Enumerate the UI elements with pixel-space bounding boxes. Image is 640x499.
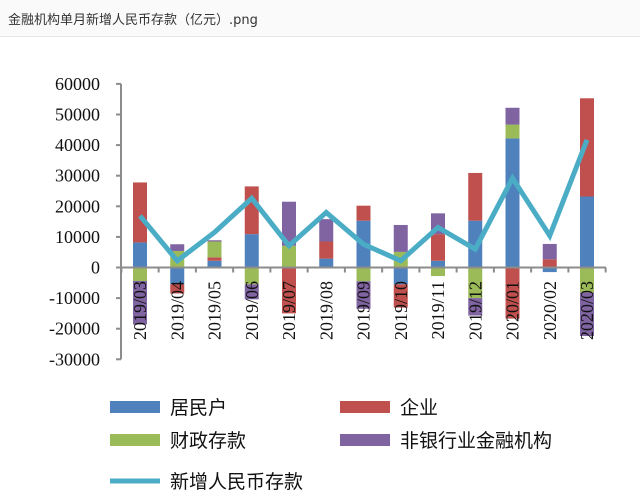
x-tick-label: 2019/12 bbox=[465, 281, 485, 340]
y-tick-label: 60000 bbox=[55, 74, 100, 94]
y-tick-label: 50000 bbox=[55, 105, 100, 125]
bar-segment bbox=[319, 241, 334, 259]
bar-segment bbox=[319, 258, 334, 268]
x-tick-label: 2019/04 bbox=[167, 281, 187, 340]
bar-segment bbox=[170, 284, 185, 294]
bar-segment bbox=[319, 219, 334, 242]
legend-swatch bbox=[340, 401, 390, 413]
bar-segment bbox=[393, 267, 408, 285]
bar-segment bbox=[431, 260, 445, 268]
y-tick-label: 0 bbox=[91, 258, 100, 278]
y-tick-label: 10000 bbox=[55, 227, 100, 247]
bar-segment bbox=[133, 242, 147, 268]
bar-segment bbox=[282, 267, 296, 314]
y-axis: 60000 50000 40000 30000 20000 10000 0 -10000 -20… bbox=[49, 74, 122, 369]
bar-segment bbox=[580, 196, 594, 268]
bar-segment bbox=[356, 205, 371, 221]
bar-segment bbox=[542, 267, 557, 273]
legend-swatch bbox=[110, 401, 160, 413]
bar-segment bbox=[207, 241, 222, 258]
y-tick-label: -20000 bbox=[49, 319, 100, 339]
legend-label: 非银行业金融机构 bbox=[400, 430, 552, 452]
bar-segment bbox=[580, 267, 594, 293]
bar-segment bbox=[207, 240, 222, 242]
x-tick-label: 2019/06 bbox=[242, 281, 262, 340]
bar-segment bbox=[505, 138, 520, 268]
bar-segment bbox=[468, 267, 483, 299]
y-tick-label: 20000 bbox=[55, 196, 100, 216]
x-tick-label: 2019/03 bbox=[130, 281, 150, 340]
bar-segment bbox=[393, 224, 408, 252]
y-tick-label: -30000 bbox=[49, 349, 100, 369]
window-titlebar: 金融机构单月新增人民币存款（亿元）.png bbox=[0, 0, 640, 37]
legend-swatch bbox=[110, 434, 160, 446]
bar-segment bbox=[170, 267, 185, 285]
bar-segment bbox=[356, 267, 371, 282]
bar-segment bbox=[580, 292, 594, 337]
bar-segment bbox=[505, 107, 520, 125]
bar-segment bbox=[393, 284, 408, 308]
y-tick-label: -10000 bbox=[49, 288, 100, 308]
bar-segment bbox=[207, 260, 222, 268]
bar-segment bbox=[356, 281, 371, 309]
bar-segment bbox=[505, 124, 520, 139]
bar-segment bbox=[133, 182, 147, 243]
x-tick-label: 2020/02 bbox=[540, 281, 560, 340]
bar-segment bbox=[542, 243, 557, 260]
y-tick-label: 30000 bbox=[55, 166, 100, 186]
bar-segment bbox=[244, 186, 259, 235]
bar-segment bbox=[244, 234, 259, 268]
legend-label: 居民户 bbox=[170, 397, 227, 419]
legend-swatch bbox=[340, 434, 390, 446]
x-tick-label: 2019/05 bbox=[205, 281, 225, 340]
bar-segment bbox=[542, 259, 557, 268]
bar-segment bbox=[244, 284, 259, 300]
bar-segment bbox=[431, 234, 445, 261]
bar-segment bbox=[580, 98, 594, 197]
x-tick-label: 2019/09 bbox=[354, 281, 374, 340]
bar-segment bbox=[468, 172, 483, 221]
x-tick-label: 2020/03 bbox=[577, 281, 597, 340]
bar-segment bbox=[282, 201, 296, 246]
x-tick-label: 2019/11 bbox=[428, 281, 448, 339]
x-tick-label: 2019/08 bbox=[316, 281, 336, 340]
legend-label: 新增人民币存款 bbox=[170, 471, 303, 493]
bar-segment bbox=[170, 244, 185, 251]
x-tick-label: 2019/10 bbox=[391, 281, 411, 340]
bar-segment bbox=[133, 267, 147, 281]
total-line bbox=[138, 138, 590, 265]
bar-segment bbox=[505, 267, 520, 319]
legend-label: 企业 bbox=[400, 397, 438, 419]
bar-segment bbox=[468, 298, 483, 316]
bar-segment bbox=[133, 280, 147, 325]
total-line-path bbox=[138, 138, 590, 265]
y-tick-label: 40000 bbox=[55, 135, 100, 155]
x-axis: 2019/03 2019/04 2019/05 2019/06 2019/07 2019/… bbox=[120, 266, 607, 340]
x-tick-label: 2019/07 bbox=[279, 281, 299, 340]
bar-segment bbox=[282, 245, 296, 268]
bar-segment bbox=[207, 257, 222, 261]
bar-segment bbox=[431, 267, 445, 277]
window-title: 金融机构单月新增人民币存款（亿元）.png bbox=[8, 13, 258, 28]
legend-label: 财政存款 bbox=[170, 430, 246, 452]
bar-segment bbox=[244, 267, 259, 285]
x-tick-label: 2020/01 bbox=[503, 281, 523, 340]
